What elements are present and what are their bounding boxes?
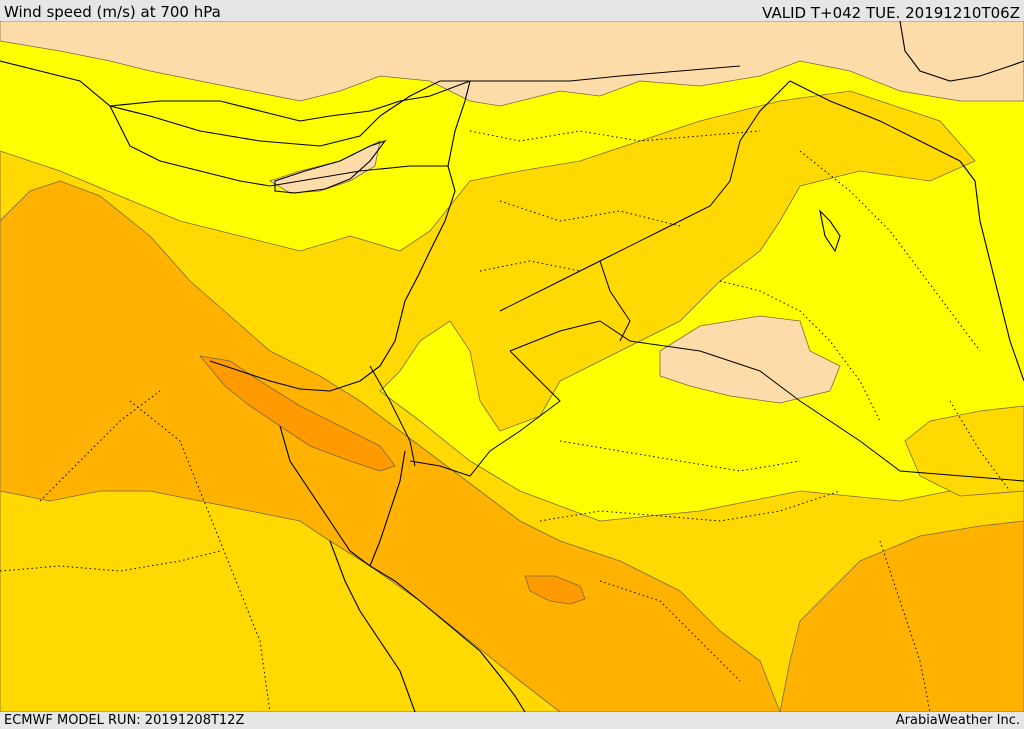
- valid-time: VALID T+042 TUE. 20191210T06Z: [762, 4, 1020, 22]
- field-dark-orange-sinai: [199, 355, 396, 472]
- border-syria-jordan: [499, 80, 791, 312]
- field-dark-orange-saudi: [524, 575, 586, 605]
- field-orange-southeast: [779, 520, 1024, 712]
- border-egypt-israel: [369, 365, 416, 467]
- model-run: ECMWF MODEL RUN: 20191208T12Z: [4, 713, 245, 728]
- coastline-lake: [819, 209, 841, 253]
- coastline-gulf: [959, 160, 1024, 382]
- coastline-sinai-gulf: [279, 425, 406, 567]
- border-saudi-north: [409, 350, 561, 477]
- border-iraq-iran: [789, 80, 961, 162]
- field-gold-band: [0, 90, 1024, 712]
- border-jordan-saudi: [599, 260, 631, 342]
- map-canvas: [0, 21, 1024, 712]
- map-title: Wind speed (m/s) at 700 hPa: [4, 3, 221, 21]
- field-low-north: [0, 21, 1024, 107]
- credit-text: ArabiaWeather Inc.: [895, 713, 1020, 728]
- wind-speed-map: [0, 21, 1024, 712]
- field-orange-west: [0, 180, 781, 712]
- mediterranean-sea: [108, 80, 471, 187]
- border-iraq-saudi: [509, 320, 1024, 482]
- admin-borders-iraq: [719, 150, 981, 422]
- cyprus-island: [274, 139, 387, 194]
- admin-borders-east: [879, 400, 1011, 712]
- admin-borders-egypt: [0, 390, 271, 712]
- coastline-caspian: [899, 21, 1024, 82]
- field-low-iraq: [659, 315, 841, 404]
- coastline-red-sea-west: [329, 540, 416, 712]
- coastline-red-sea-east: [369, 565, 526, 712]
- admin-borders-north: [469, 130, 761, 272]
- coastline-turkey: [0, 60, 741, 122]
- coastline-mediterranean-east: [209, 165, 456, 392]
- admin-borders-saudi: [539, 440, 841, 682]
